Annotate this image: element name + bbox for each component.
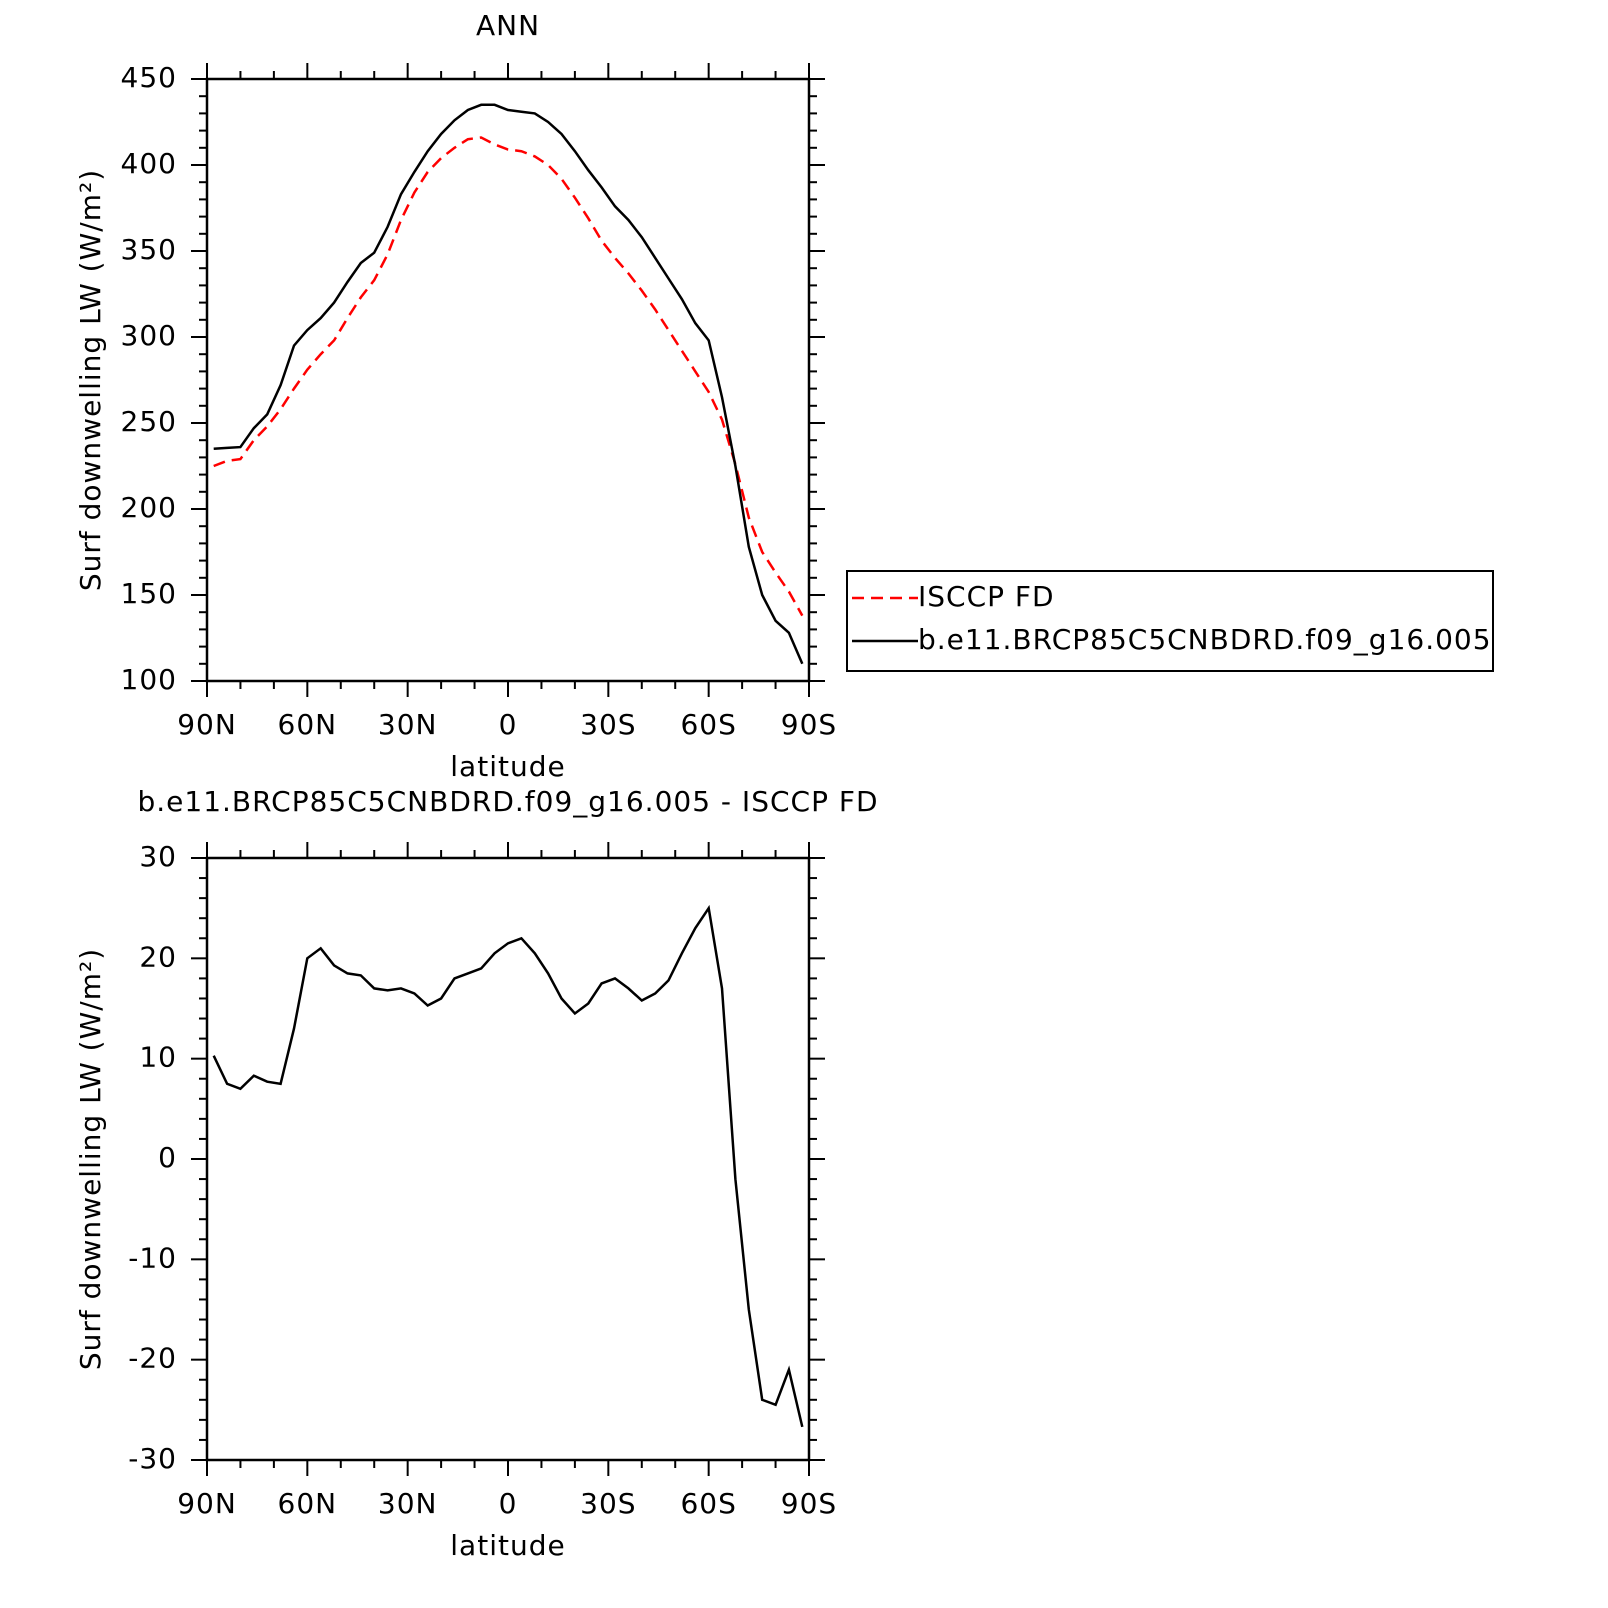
legend-box [846, 570, 1494, 672]
y-tick-label: 200 [121, 491, 177, 524]
x-tick-label: 60S [680, 708, 736, 741]
x-tick-label: 90S [781, 1487, 837, 1520]
chart-title: b.e11.BRCP85C5CNBDRD.f09_g16.005 - ISCCP… [137, 785, 878, 818]
y-tick-label: 250 [121, 405, 177, 438]
x-tick-label: 90N [177, 708, 237, 741]
chart-title: ANN [476, 9, 540, 42]
y-tick-label: 20 [139, 940, 177, 973]
y-tick-label: 150 [121, 577, 177, 610]
y-tick-label: 350 [121, 233, 177, 266]
y-tick-label: 100 [121, 663, 177, 696]
y-tick-label: -20 [128, 1342, 177, 1375]
y-axis-label: Surf downwelling LW (W/m²) [74, 948, 107, 1370]
x-tick-label: 0 [499, 1487, 518, 1520]
line-series [213, 136, 804, 617]
line-series [213, 103, 804, 665]
y-tick-label: 400 [121, 147, 177, 180]
y-tick-label: 0 [158, 1141, 177, 1174]
y-tick-label: 10 [139, 1041, 177, 1074]
x-tick-label: 30N [378, 1487, 438, 1520]
y-axis-label: Surf downwelling LW (W/m²) [74, 169, 107, 591]
x-tick-label: 60N [278, 1487, 338, 1520]
y-tick-label: 300 [121, 319, 177, 352]
x-tick-label: 30S [580, 708, 636, 741]
y-tick-label: -10 [128, 1241, 177, 1274]
legend-label: ISCCP FD [918, 580, 1055, 613]
x-tick-label: 60S [680, 1487, 736, 1520]
x-tick-label: 90N [177, 1487, 237, 1520]
line-series [212, 904, 804, 1428]
x-tick-label: 90S [781, 708, 837, 741]
x-tick-label: 60N [278, 708, 338, 741]
y-tick-label: 450 [121, 61, 177, 94]
x-tick-label: 0 [499, 708, 518, 741]
x-axis-label: latitude [450, 750, 565, 783]
plot-frame [205, 856, 811, 1462]
legend-label: b.e11.BRCP85C5CNBDRD.f09_g16.005 [918, 623, 1492, 656]
y-tick-label: -30 [128, 1442, 177, 1475]
x-axis-label: latitude [450, 1529, 565, 1562]
x-tick-label: 30N [378, 708, 438, 741]
x-tick-label: 30S [580, 1487, 636, 1520]
y-tick-label: 30 [139, 840, 177, 873]
